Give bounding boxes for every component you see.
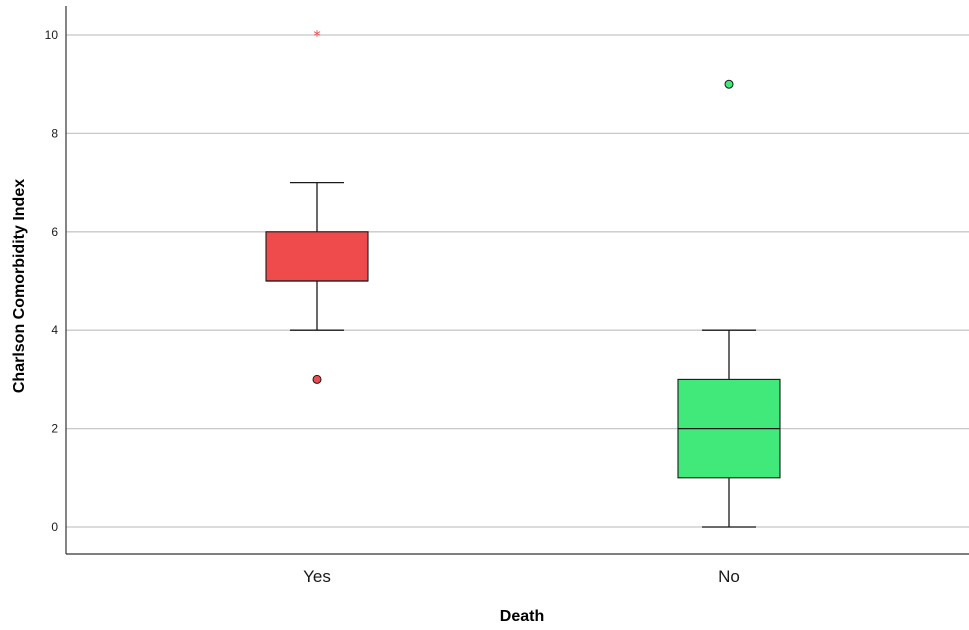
axes xyxy=(65,6,969,555)
x-axis-title: Death xyxy=(500,608,544,625)
y-tick-label: 8 xyxy=(51,126,58,140)
y-tick-labels: 0 2 4 6 8 10 xyxy=(45,28,59,534)
outlier-point xyxy=(312,374,322,384)
outlier-point xyxy=(724,79,734,89)
y-tick-label: 6 xyxy=(51,225,58,239)
x-category-label: No xyxy=(718,567,740,586)
y-tick-label: 2 xyxy=(51,422,58,436)
y-tick-label: 4 xyxy=(51,323,58,337)
boxes: * xyxy=(265,27,781,528)
y-tick-label: 0 xyxy=(51,520,58,534)
gridlines xyxy=(66,34,969,528)
y-tick-label: 10 xyxy=(45,28,59,42)
x-category-labels: Yes No xyxy=(303,567,740,586)
box-group-yes: * xyxy=(265,27,369,384)
box-iqr xyxy=(265,231,369,282)
y-axis-title: Charlson Comorbidity Index xyxy=(11,179,28,393)
extreme-point: * xyxy=(313,27,321,45)
box-group-no xyxy=(677,79,781,528)
x-category-label: Yes xyxy=(303,567,331,586)
